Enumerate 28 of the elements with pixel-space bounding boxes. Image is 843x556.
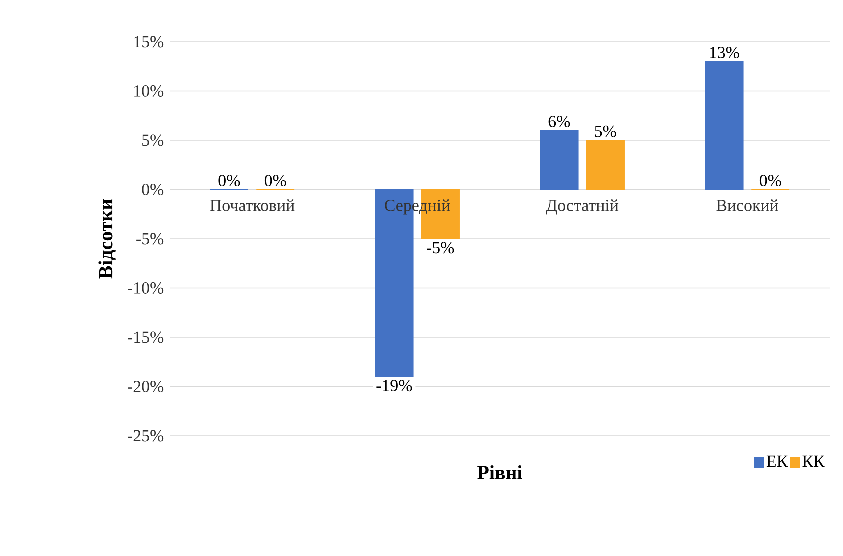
data-label: -5% — [427, 242, 454, 254]
x-tick-label: Високий — [716, 200, 778, 212]
data-label: 0% — [760, 175, 782, 187]
x-tick-label: Достатній — [546, 200, 619, 215]
legend-label: КК — [802, 456, 825, 468]
data-label: 13% — [710, 47, 740, 58]
y-tick-label: 5% — [142, 134, 164, 146]
y-tick-label: 10% — [134, 86, 164, 97]
y-tick-label: -20% — [128, 381, 164, 392]
y-axis-title: Відсотки — [98, 199, 116, 279]
y-tick-label: 15% — [134, 36, 164, 48]
bar — [540, 130, 579, 190]
data-label: 5% — [595, 126, 616, 138]
x-axis-title: Рівні — [478, 465, 522, 480]
bar — [705, 61, 744, 190]
y-tick-label: 0% — [142, 184, 164, 196]
y-tick-label: -25% — [128, 430, 164, 442]
legend-label: ЕК — [766, 456, 788, 468]
data-label: 6% — [548, 116, 570, 128]
y-tick-label: -5% — [136, 233, 164, 245]
x-tick-label: Середній — [385, 200, 450, 215]
bar — [586, 140, 625, 190]
data-label: -19% — [376, 380, 412, 392]
y-tick-label: -15% — [128, 332, 164, 344]
x-tick-label: Початковий — [210, 200, 295, 212]
y-tick-label: -10% — [128, 282, 164, 294]
data-label: 0% — [218, 175, 240, 187]
data-label: 0% — [264, 175, 286, 187]
